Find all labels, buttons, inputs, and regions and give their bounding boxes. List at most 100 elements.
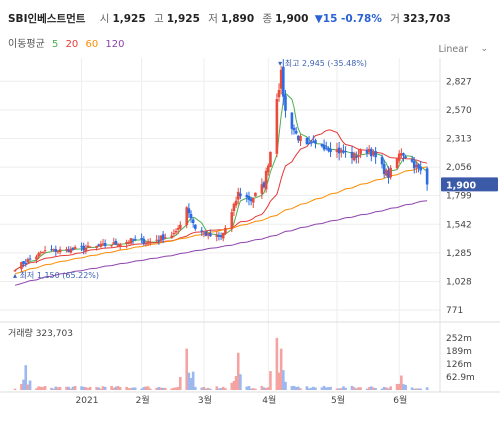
candle-body — [276, 99, 279, 154]
volume-bar — [119, 387, 122, 390]
candle-body — [359, 150, 362, 154]
volume-panel-title: 거래량 323,703 — [8, 327, 73, 339]
volume-bar — [44, 386, 47, 390]
ma-60-line — [15, 167, 427, 274]
candle-body — [252, 198, 255, 202]
volume-bar — [254, 389, 257, 390]
candle-body — [239, 193, 242, 196]
candle-body — [284, 95, 287, 110]
candles — [14, 59, 429, 272]
volume-bar — [149, 389, 152, 390]
volume-bar — [344, 388, 347, 390]
date-tick-label: 2021 — [76, 396, 99, 406]
price-tick-label: 2,056 — [446, 163, 472, 173]
candle-body — [115, 241, 118, 245]
annotations: ▾ 최고 2,945 (-35.48%)▴ 최저 1,150 (65.22%) — [13, 58, 367, 280]
candle-body — [402, 153, 405, 155]
volume-bar — [269, 371, 272, 390]
candle-body — [389, 168, 392, 178]
candle-body — [95, 246, 98, 248]
volume-bar — [419, 389, 422, 390]
price-tick-label: 1,028 — [446, 277, 472, 287]
candle-body — [29, 259, 32, 260]
volume-bar — [209, 389, 212, 390]
price-tick-label: 771 — [446, 306, 463, 316]
candle-body — [59, 249, 62, 252]
candle-body — [329, 149, 332, 152]
candle-body — [162, 234, 165, 239]
volume-bar — [134, 388, 137, 390]
candle-body — [134, 239, 137, 240]
volume-bar — [329, 387, 332, 390]
volume-bar — [164, 388, 167, 390]
volume-tick-label: 189m — [446, 347, 472, 357]
volume-bar — [224, 388, 227, 390]
candle-body — [85, 248, 88, 252]
candle-body — [224, 228, 227, 234]
volume-bar — [426, 387, 429, 390]
volume-bar — [59, 387, 62, 390]
volume-bars — [14, 338, 429, 390]
candle-body — [282, 67, 285, 97]
volume-bar — [239, 374, 242, 390]
volume-bar — [89, 387, 92, 390]
volume-bar — [404, 385, 407, 390]
candle-body — [42, 252, 45, 253]
volume-bar — [104, 387, 107, 390]
candle-body — [164, 237, 167, 238]
date-tick-label: 3월 — [198, 394, 212, 406]
candle-body — [374, 151, 377, 157]
volume-bar — [29, 380, 32, 390]
price-tick-label: 1,799 — [446, 192, 472, 202]
candle-body — [404, 157, 407, 158]
date-tick-label: 5월 — [331, 394, 345, 406]
volume-bar — [389, 386, 392, 390]
date-tick-label: 4월 — [262, 394, 276, 406]
candle-body — [314, 140, 317, 143]
candle-body — [44, 250, 47, 251]
candle-body — [119, 244, 122, 247]
candle-body — [419, 167, 422, 170]
candle-body — [24, 263, 27, 264]
candle-body — [173, 233, 176, 234]
candle-body — [231, 212, 234, 229]
candle-body — [235, 201, 238, 206]
date-tick-label: 6월 — [393, 394, 407, 406]
candle-body — [200, 230, 203, 231]
candle-body — [413, 161, 416, 168]
candle-body — [110, 245, 113, 246]
price-tick-label: 1,285 — [446, 249, 472, 259]
candle-body — [381, 157, 384, 165]
volume-tick-label: 126m — [446, 360, 472, 370]
candle-body — [190, 214, 193, 218]
candle-body — [323, 145, 326, 149]
candle-body — [299, 136, 302, 141]
candle-body — [179, 225, 182, 229]
volume-bar — [314, 388, 317, 390]
candle-body — [278, 90, 281, 97]
volume-bar — [359, 387, 362, 390]
volume-bar — [299, 388, 302, 390]
volume-bar — [194, 387, 197, 390]
volume-bar — [284, 382, 287, 390]
candle-body — [130, 238, 133, 243]
moving-average-lines — [15, 93, 427, 285]
candle-body — [74, 247, 77, 249]
grid — [0, 58, 500, 392]
high-annotation: ▾ 최고 2,945 (-35.48%) — [278, 58, 367, 68]
candle-body — [291, 113, 294, 129]
candle-body — [188, 208, 191, 213]
candle-body — [426, 168, 429, 184]
candle-body — [295, 131, 298, 134]
price-tick-label: 1,542 — [446, 220, 472, 230]
volume-bar — [74, 386, 77, 390]
candle-body — [27, 259, 30, 262]
candle-body — [254, 193, 257, 197]
current-price-label: 1,900 — [446, 180, 476, 191]
candle-body — [194, 225, 197, 229]
date-tick-label: 2월 — [136, 394, 150, 406]
candle-body — [192, 219, 195, 223]
candle-body — [145, 243, 148, 244]
candle-body — [265, 171, 268, 189]
